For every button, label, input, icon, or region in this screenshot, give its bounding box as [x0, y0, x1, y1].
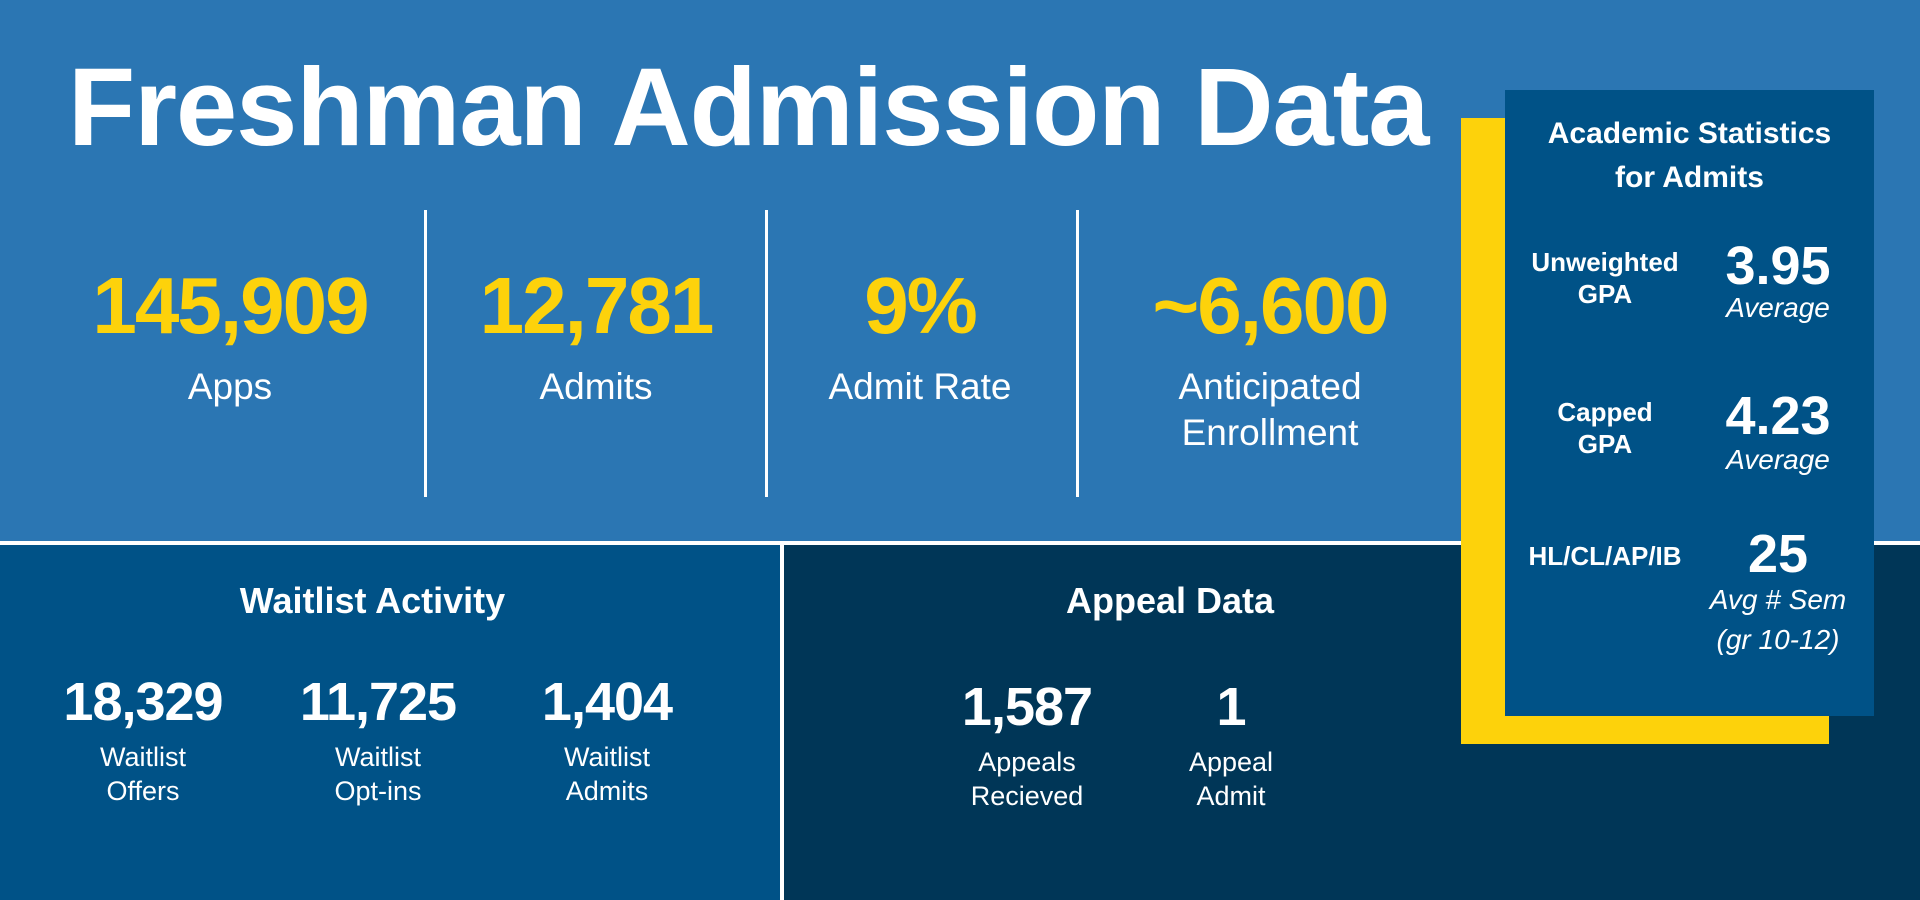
capped-gpa-value: 4.23: [1725, 386, 1831, 446]
mini-label-line: Appeals: [978, 747, 1076, 777]
acad-label-line: GPA: [1577, 429, 1633, 459]
horizontal-divider: [0, 541, 1920, 545]
mini-label-line: Waitlist: [564, 742, 650, 772]
academic-title-line: for Admits: [1615, 161, 1764, 194]
academic-stats-panel: Academic Statistics for Admits Unweighte…: [1505, 90, 1874, 716]
divider: [765, 210, 768, 497]
academic-title-line: Academic Statistics: [1547, 117, 1832, 150]
divider: [424, 210, 427, 497]
appeals-received: 1,587 Appeals Recieved: [927, 675, 1127, 813]
stat-value: ~6,600: [1152, 261, 1390, 350]
mini-value: 1,587: [961, 677, 1093, 737]
stat-value: 145,909: [92, 261, 369, 350]
stat-label: Admits: [539, 366, 653, 407]
divider: [1076, 210, 1079, 497]
waitlist-admits: 1,404 Waitlist Admits: [507, 670, 707, 808]
course-rigor-value: 25: [1747, 524, 1809, 584]
waitlist-opt-ins: 11,725 Waitlist Opt-ins: [278, 670, 478, 808]
appeal-admit: 1 Appeal Admit: [1131, 675, 1331, 813]
waitlist-title: Waitlist Activity: [239, 580, 506, 621]
mini-label-line: Recieved: [970, 781, 1084, 811]
mini-label: Waitlist Opt-ins: [278, 740, 478, 808]
course-rigor-sub: Avg # Sem (gr 10-12): [1678, 580, 1878, 660]
stat-apps: 145,909 Apps: [70, 258, 390, 410]
mini-value: 1,404: [541, 672, 673, 732]
capped-gpa-sub: Average: [1726, 444, 1830, 475]
stat-admits: 12,781 Admits: [446, 258, 746, 410]
stat-label: Anticipated Enrollment: [1178, 366, 1362, 453]
stat-label: Apps: [187, 366, 273, 407]
unweighted-gpa-label: Unweighted GPA: [1505, 246, 1705, 310]
stat-value: 9%: [864, 261, 978, 350]
acad-sub-line: Avg # Sem: [1709, 584, 1847, 615]
mini-label-line: Opt-ins: [334, 776, 422, 806]
waitlist-offers: 18,329 Waitlist Offers: [43, 670, 243, 808]
mini-label: Waitlist Offers: [43, 740, 243, 808]
stat-label: Admit Rate: [828, 366, 1012, 407]
unweighted-gpa-value: 3.95: [1725, 236, 1831, 296]
stat-anticipated-enrollment: ~6,600 Anticipated Enrollment: [1110, 258, 1430, 456]
mini-label-line: Waitlist: [335, 742, 421, 772]
vertical-divider: [780, 545, 784, 900]
course-rigor-label: HL/CL/AP/IB: [1528, 541, 1682, 571]
mini-value: 11,725: [299, 672, 457, 732]
mini-label-line: Waitlist: [100, 742, 186, 772]
waitlist-panel: Waitlist Activity 18,329 Waitlist Offers…: [0, 545, 780, 900]
mini-label: Waitlist Admits: [507, 740, 707, 808]
mini-value: 1: [1216, 677, 1246, 737]
acad-label-line: Unweighted: [1531, 247, 1679, 277]
capped-gpa-label: Capped GPA: [1505, 396, 1705, 460]
unweighted-gpa-sub: Average: [1726, 292, 1830, 323]
acad-label-line: Capped: [1557, 397, 1653, 427]
mini-label-line: Appeal: [1188, 747, 1274, 777]
mini-label-line: Offers: [106, 776, 180, 806]
page-title: Freshman Admission Data: [68, 46, 1429, 169]
mini-label-line: Admit: [1196, 781, 1266, 811]
acad-label-line: GPA: [1577, 279, 1633, 309]
academic-title: Academic Statistics for Admits: [1505, 112, 1874, 200]
mini-label: Appeal Admit: [1131, 745, 1331, 813]
mini-value: 18,329: [63, 672, 223, 732]
mini-label-line: Admits: [565, 776, 649, 806]
appeal-title: Appeal Data: [1065, 580, 1275, 621]
mini-label: Appeals Recieved: [927, 745, 1127, 813]
stat-value: 12,781: [479, 261, 715, 350]
acad-sub-line: (gr 10-12): [1716, 624, 1840, 655]
stat-admit-rate: 9% Admit Rate: [790, 258, 1050, 410]
